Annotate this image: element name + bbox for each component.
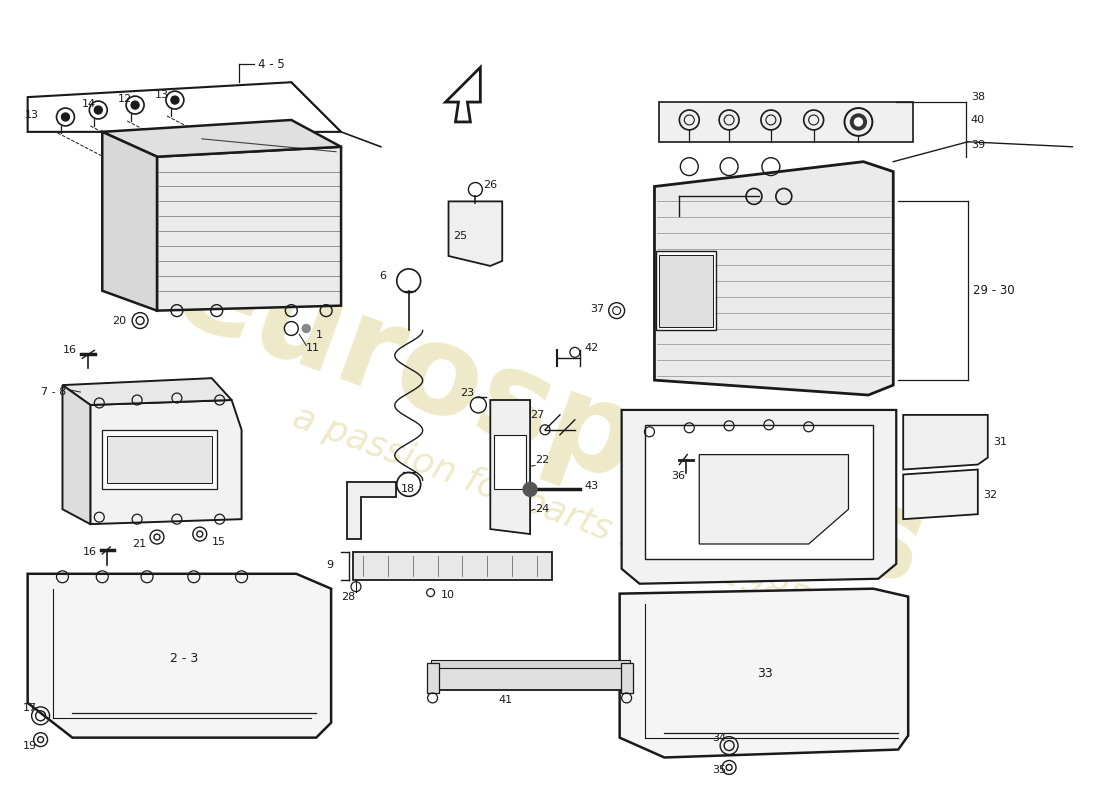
Text: 31: 31 [993, 437, 1007, 446]
Bar [430, 660, 629, 668]
Polygon shape [157, 146, 341, 310]
Polygon shape [102, 120, 341, 157]
Text: 19: 19 [23, 741, 36, 750]
Text: 28: 28 [341, 592, 355, 602]
Text: 43: 43 [585, 482, 598, 491]
Text: 18: 18 [400, 484, 415, 494]
Circle shape [855, 118, 862, 126]
Text: a passion for parts since 1985: a passion for parts since 1985 [288, 400, 812, 618]
Text: 24: 24 [535, 504, 549, 514]
Polygon shape [63, 378, 232, 405]
Text: 16: 16 [63, 346, 77, 355]
Bar [430, 668, 629, 690]
Bar [427, 663, 439, 693]
Text: 40: 40 [971, 115, 984, 125]
Circle shape [131, 101, 139, 109]
Text: 36: 36 [671, 471, 685, 482]
Bar [353, 552, 552, 580]
Text: 1: 1 [316, 330, 323, 341]
Text: 9: 9 [326, 560, 333, 570]
Circle shape [95, 106, 102, 114]
Text: 22: 22 [535, 454, 549, 465]
Text: 11: 11 [306, 343, 320, 354]
Bar [620, 663, 632, 693]
Polygon shape [903, 415, 988, 470]
Polygon shape [654, 162, 893, 395]
Polygon shape [449, 202, 503, 266]
Bar [659, 255, 713, 326]
Text: 25: 25 [453, 231, 468, 241]
Text: 35: 35 [712, 766, 726, 775]
Text: 37: 37 [590, 304, 604, 314]
Text: 33: 33 [757, 666, 772, 679]
Text: 2 - 3: 2 - 3 [169, 652, 198, 665]
Polygon shape [90, 400, 242, 524]
Text: 4 - 5: 4 - 5 [258, 58, 285, 71]
Bar [494, 434, 526, 490]
Circle shape [302, 325, 310, 333]
Text: 7 - 8: 7 - 8 [41, 387, 66, 397]
Text: eurospares: eurospares [158, 228, 942, 612]
Text: 17: 17 [23, 703, 36, 713]
Text: 12: 12 [118, 94, 132, 104]
Text: 21: 21 [132, 539, 146, 549]
Bar [102, 430, 217, 490]
Polygon shape [645, 425, 873, 559]
Text: 10: 10 [441, 590, 454, 600]
Text: 34: 34 [712, 733, 726, 742]
Polygon shape [28, 574, 331, 738]
Circle shape [524, 482, 537, 496]
Polygon shape [700, 454, 848, 544]
Polygon shape [28, 82, 341, 132]
Text: 29 - 30: 29 - 30 [972, 284, 1014, 298]
Circle shape [170, 96, 179, 104]
Text: 16: 16 [82, 547, 97, 557]
Polygon shape [491, 400, 530, 534]
Text: 26: 26 [483, 179, 497, 190]
Text: 42: 42 [585, 343, 600, 354]
Polygon shape [619, 589, 909, 758]
Text: 41: 41 [498, 695, 513, 705]
Text: 6: 6 [378, 271, 386, 281]
Text: 13: 13 [24, 110, 38, 120]
Circle shape [850, 114, 867, 130]
Bar [657, 251, 716, 330]
Text: 13: 13 [155, 90, 169, 100]
Polygon shape [621, 410, 896, 584]
Circle shape [62, 113, 69, 121]
Text: 23: 23 [461, 388, 474, 398]
Text: 38: 38 [971, 92, 984, 102]
Text: 15: 15 [211, 537, 226, 547]
Text: 20: 20 [112, 315, 126, 326]
Bar [107, 436, 211, 483]
Text: 14: 14 [81, 99, 96, 109]
Polygon shape [346, 482, 396, 539]
Text: 39: 39 [971, 140, 984, 150]
Text: 27: 27 [530, 410, 544, 420]
Bar [659, 102, 913, 142]
Polygon shape [903, 470, 978, 519]
Polygon shape [446, 67, 481, 122]
Polygon shape [63, 385, 90, 524]
Polygon shape [102, 132, 157, 310]
Text: 32: 32 [982, 490, 997, 500]
